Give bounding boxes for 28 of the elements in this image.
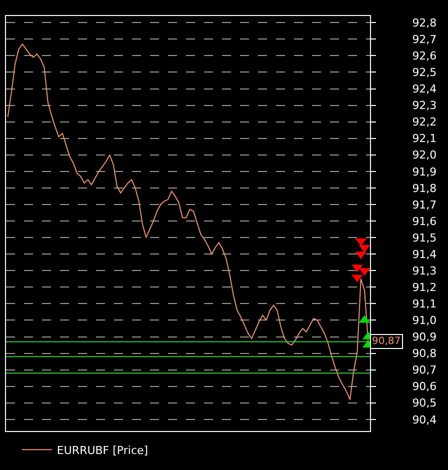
y-tick-label: 90,8 [412,347,437,360]
y-tick-label: 91,0 [412,314,437,328]
y-tick-label: 91,6 [412,214,437,228]
y-tick-label: 92,4 [412,82,437,96]
y-tick-label: 91,8 [412,182,437,195]
y-tick-label: 92,7 [412,33,437,46]
ref-line-label: 90,87 [372,336,401,347]
y-tick-label: 90,7 [412,364,437,377]
y-tick-label: 92,8 [412,16,437,30]
line-series [7,44,369,400]
y-tick-label: 90,4 [412,413,437,426]
y-tick-label: 91,1 [412,298,437,311]
y-tick-label: 90,6 [412,380,437,394]
y-tick-label: 92,2 [412,116,437,129]
y-tick-label: 91,4 [412,248,437,261]
y-tick-label: 91,3 [412,264,437,278]
y-tick-label: 92,0 [412,148,437,162]
y-tick-label: 91,7 [412,198,437,212]
y-tick-label: 92,1 [412,132,437,146]
y-tick-label: 90,9 [412,330,437,344]
y-tick-label: 92,5 [412,66,437,80]
y-tick-label: 92,6 [412,50,437,63]
y-tick-label: 92,3 [412,99,437,112]
y-tick-label: 90,5 [412,396,437,410]
y-tick-label: 91,9 [412,165,437,178]
legend-label: EURRUBF [Price] [56,444,148,457]
y-tick-label: 91,5 [412,231,437,244]
y-tick-label: 91,2 [412,281,437,294]
